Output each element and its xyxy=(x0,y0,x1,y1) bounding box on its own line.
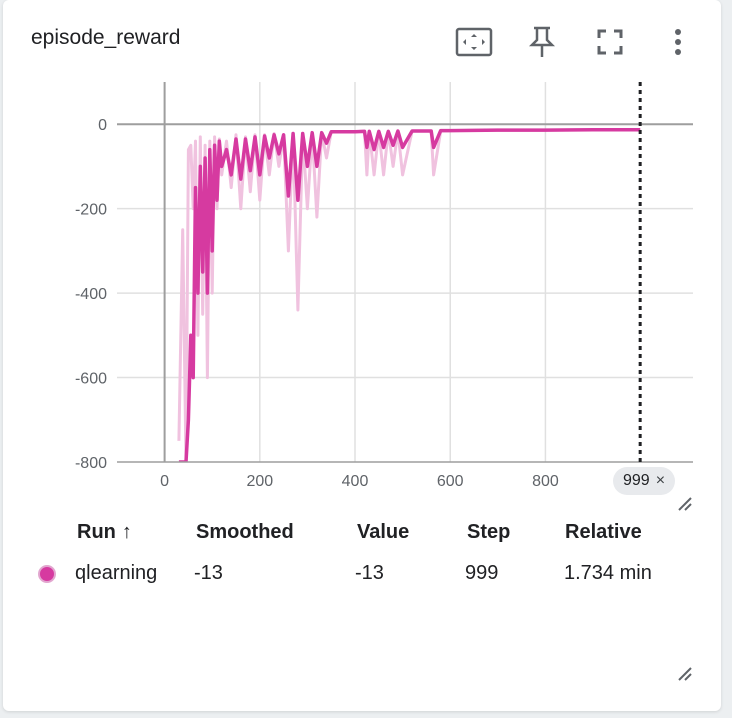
cell-run: qlearning xyxy=(75,562,158,584)
fit-domain-button[interactable] xyxy=(452,20,496,64)
pin-button[interactable] xyxy=(520,20,564,64)
y-tick-label: 0 xyxy=(98,117,107,134)
x-tick-label: 400 xyxy=(342,473,369,490)
line-chart[interactable]: 0 200 400 600 800 0 -200 -400 -600 -800 xyxy=(3,0,721,520)
y-tick-label: -600 xyxy=(75,371,107,388)
column-header-step[interactable]: Step xyxy=(467,521,511,543)
x-tick-label: 200 xyxy=(246,473,273,490)
more-vert-icon xyxy=(675,29,681,55)
close-badge-icon[interactable]: × xyxy=(655,472,666,489)
cell-relative: 1.734 min xyxy=(564,562,652,584)
column-header-smoothed[interactable]: Smoothed xyxy=(196,521,294,543)
column-header-relative[interactable]: Relative xyxy=(565,521,642,543)
column-header-run[interactable]: Run ↑ xyxy=(77,521,132,543)
scalar-card: episode_reward xyxy=(3,0,721,711)
fullscreen-button[interactable] xyxy=(588,20,632,64)
run-color-dot[interactable] xyxy=(38,565,56,583)
step-badge[interactable]: 999 × xyxy=(613,467,676,495)
fullscreen-icon xyxy=(597,29,623,55)
fit-domain-icon xyxy=(455,27,493,57)
series-line-raw[interactable] xyxy=(177,128,641,462)
x-tick-label: 600 xyxy=(437,473,464,490)
card-title: episode_reward xyxy=(31,26,181,49)
more-options-button[interactable] xyxy=(656,20,700,64)
pin-icon xyxy=(528,26,556,57)
sort-arrow-icon[interactable]: ↑ xyxy=(121,521,132,543)
cell-smoothed: -13 xyxy=(194,562,223,584)
cell-value: -13 xyxy=(355,562,384,584)
resize-handle-icon[interactable] xyxy=(675,664,693,682)
step-badge-value: 999 xyxy=(623,472,650,489)
y-tick-label: -200 xyxy=(75,202,107,219)
x-tick-label: 800 xyxy=(532,473,559,490)
y-tick-label: -800 xyxy=(75,455,107,472)
x-tick-label: 0 xyxy=(160,473,169,490)
chart-area[interactable]: 0 200 400 600 800 0 -200 -400 -600 -800 xyxy=(3,0,721,520)
column-header-value[interactable]: Value xyxy=(357,521,410,543)
y-tick-label: -400 xyxy=(75,286,107,303)
cell-step: 999 xyxy=(465,562,499,584)
series-line-smoothed[interactable] xyxy=(178,127,641,462)
resize-handle-icon[interactable] xyxy=(675,494,693,512)
